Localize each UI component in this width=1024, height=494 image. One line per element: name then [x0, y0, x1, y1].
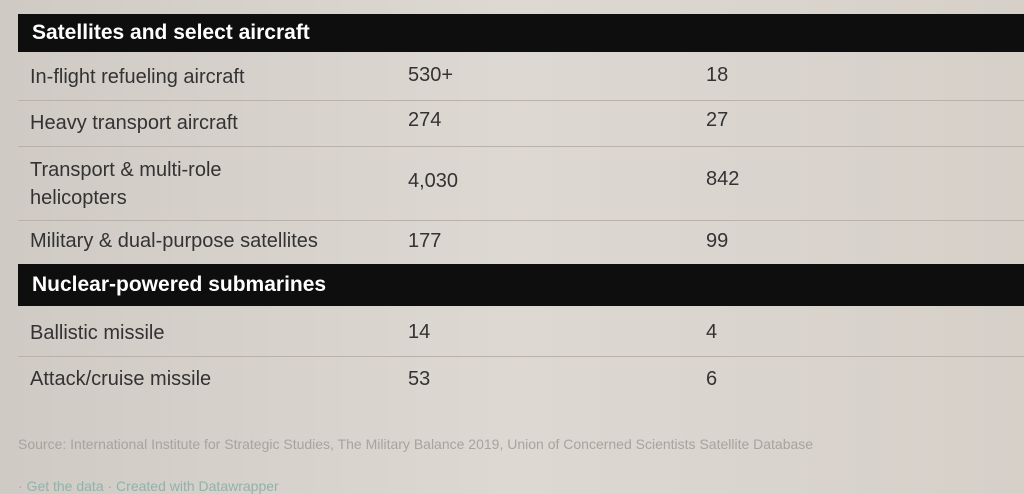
row-label: Military & dual-purpose satellites — [30, 230, 318, 252]
row-label: Heavy transport aircraft — [30, 112, 238, 134]
table-row: Military & dual-purpose satellites 177 99 — [18, 220, 1024, 262]
value-2: 6 — [706, 368, 718, 390]
row-label: Transport & multi-role helicopters — [30, 159, 222, 209]
value-2: 99 — [706, 230, 729, 252]
value-1: 4,030 — [408, 170, 459, 192]
row-label: Ballistic missile — [30, 322, 165, 344]
datawrapper-link[interactable]: · Created with Datawrapper — [103, 478, 279, 494]
value-1: 53 — [408, 368, 431, 390]
value-2: 842 — [706, 168, 740, 190]
source-note: Source: International Institute for Stra… — [18, 436, 814, 452]
value-1: 274 — [408, 109, 442, 131]
value-1: 530+ — [408, 64, 454, 86]
section-header: Satellites and select aircraft — [18, 14, 1024, 52]
row-label: Attack/cruise missile — [30, 368, 212, 390]
table-row: Heavy transport aircraft 274 27 — [18, 100, 1024, 147]
value-2: 18 — [706, 64, 729, 86]
value-1: 177 — [408, 230, 442, 252]
table-row: Transport & multi-role helicopters 4,030 8… — [18, 146, 1024, 221]
get-data-link[interactable]: · Get the data — [18, 478, 104, 494]
footer-links: · Get the data · Created with Datawrappe… — [18, 478, 279, 494]
row-label: In-flight refueling aircraft — [30, 66, 245, 88]
value-1: 14 — [408, 321, 431, 343]
table-row: Attack/cruise missile 53 6 — [18, 356, 1024, 406]
value-2: 27 — [706, 109, 729, 131]
table-row: Ballistic missile 14 4 — [18, 308, 1024, 357]
value-2: 4 — [706, 321, 718, 343]
table-row: In-flight refueling aircraft 530+ 18 — [18, 54, 1024, 101]
section-header: Nuclear-powered submarines — [18, 264, 1024, 306]
